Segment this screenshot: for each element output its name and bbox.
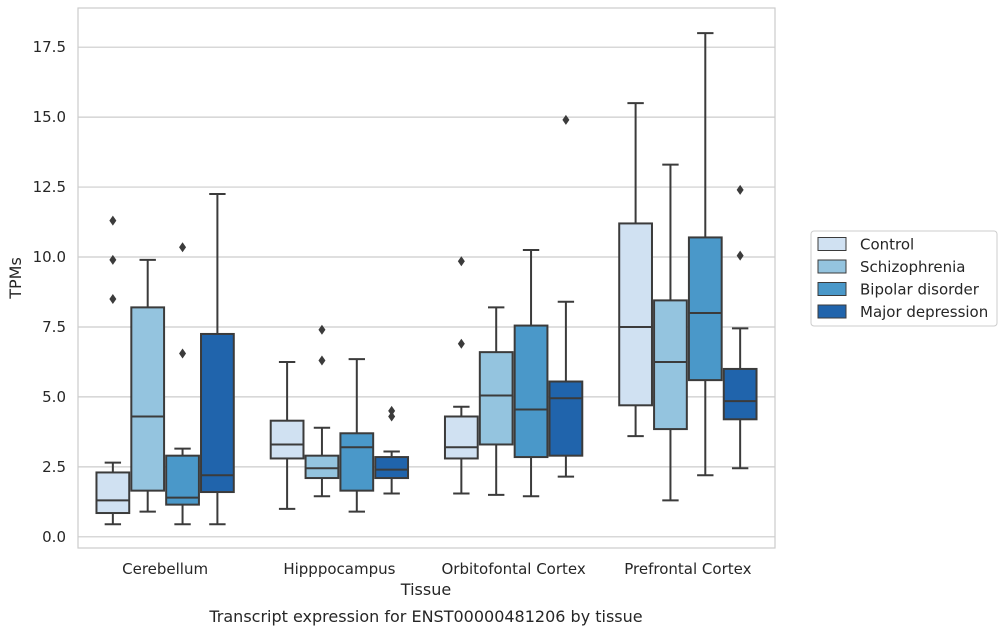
box-iqr bbox=[95, 471, 131, 515]
box-series bbox=[95, 32, 758, 526]
box-iqr bbox=[339, 432, 375, 492]
box bbox=[165, 242, 200, 526]
box bbox=[95, 215, 131, 526]
x-tick-label: Prefrontal Cortex bbox=[624, 560, 751, 578]
box-iqr bbox=[478, 351, 514, 446]
box-iqr bbox=[653, 299, 688, 431]
outlier-point bbox=[457, 338, 465, 349]
box bbox=[269, 360, 305, 510]
legend-label: Schizophrenia bbox=[860, 258, 965, 276]
box-iqr bbox=[165, 454, 200, 506]
y-tick-label: 5.0 bbox=[42, 388, 66, 406]
x-tick-labels: Cerebellum Hipppocampus Orbitofontal Corte… bbox=[122, 560, 751, 578]
box-iqr bbox=[304, 454, 340, 480]
outlier-point bbox=[109, 215, 117, 226]
plot-frame bbox=[77, 7, 776, 549]
y-tick-label: 10.0 bbox=[33, 248, 66, 266]
y-tick-label: 0.0 bbox=[42, 528, 66, 546]
outlier-point bbox=[388, 405, 396, 416]
box-iqr bbox=[618, 222, 653, 407]
x-tick-label: Hipppocampus bbox=[283, 560, 395, 578]
legend-swatch bbox=[817, 259, 847, 274]
x-axis-title: Tissue bbox=[400, 580, 451, 599]
outlier-point bbox=[457, 256, 465, 267]
outlier-point bbox=[736, 250, 744, 261]
outlier-point bbox=[109, 254, 117, 265]
outlier-point bbox=[109, 293, 117, 304]
y-tick-label: 2.5 bbox=[42, 458, 66, 476]
box bbox=[478, 306, 514, 496]
legend-label: Control bbox=[860, 236, 914, 254]
box-iqr bbox=[513, 324, 549, 459]
outlier-point bbox=[318, 355, 326, 366]
box-iqr bbox=[687, 236, 723, 382]
box bbox=[513, 249, 549, 498]
box bbox=[687, 32, 723, 477]
legend-frame bbox=[810, 230, 998, 327]
outlier-point bbox=[179, 348, 187, 359]
box bbox=[653, 163, 688, 502]
box-iqr bbox=[548, 380, 584, 457]
box bbox=[130, 258, 166, 513]
box-iqr bbox=[130, 306, 166, 492]
legend: Control Schizophrenia Bipolar disorder Majo… bbox=[810, 230, 998, 327]
outlier-point bbox=[179, 242, 187, 253]
box-iqr bbox=[443, 415, 479, 460]
legend-label: Major depression bbox=[860, 303, 988, 321]
outlier-point bbox=[562, 114, 570, 125]
x-tick-label: Cerebellum bbox=[122, 560, 208, 578]
outlier-point bbox=[736, 184, 744, 195]
outlier-point bbox=[388, 411, 396, 422]
box bbox=[304, 324, 340, 498]
y-axis-title: TPMs bbox=[6, 257, 25, 300]
y-tick-label: 15.0 bbox=[33, 108, 66, 126]
box bbox=[200, 193, 235, 526]
box bbox=[443, 256, 479, 495]
legend-swatch bbox=[817, 282, 847, 296]
box bbox=[618, 102, 653, 438]
y-tick-label: 7.5 bbox=[42, 318, 66, 336]
box bbox=[548, 114, 584, 478]
chart-caption: Transcript expression for ENST0000048120… bbox=[208, 607, 642, 626]
legend-label: Bipolar disorder bbox=[860, 281, 980, 299]
legend-swatch bbox=[817, 304, 847, 319]
y-tick-labels: 0.0 2.5 5.0 7.5 10.0 12.5 15.0 17.5 bbox=[33, 38, 66, 546]
box bbox=[339, 358, 375, 513]
box-iqr bbox=[374, 456, 410, 480]
box-iqr bbox=[200, 332, 235, 494]
box bbox=[374, 405, 410, 495]
box-iqr bbox=[722, 367, 758, 421]
box-iqr bbox=[269, 419, 305, 460]
legend-swatch bbox=[817, 237, 847, 251]
outlier-point bbox=[318, 324, 326, 335]
y-tick-label: 12.5 bbox=[33, 178, 66, 196]
box bbox=[722, 184, 758, 470]
y-tick-label: 17.5 bbox=[33, 38, 66, 56]
x-tick-label: Orbitofontal Cortex bbox=[442, 560, 586, 578]
